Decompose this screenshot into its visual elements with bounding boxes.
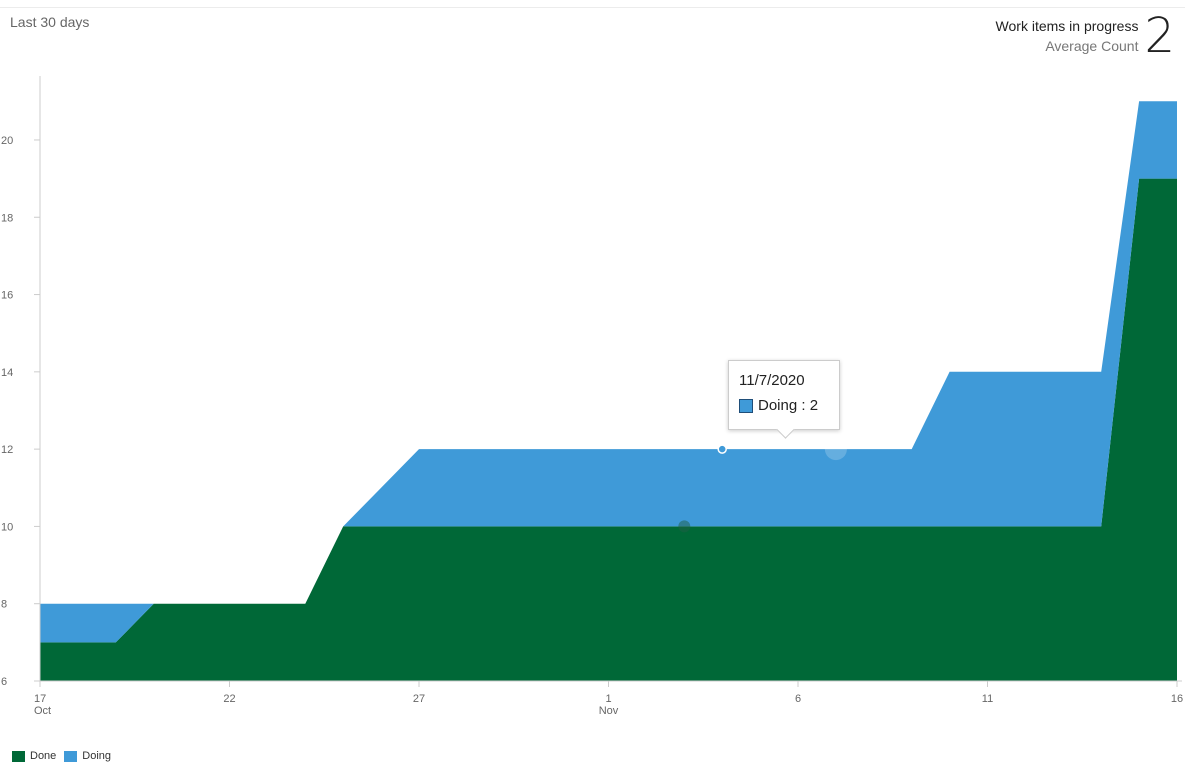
y-tick-label: 8	[1, 599, 7, 611]
legend-item-done[interactable]: Done	[12, 750, 56, 762]
series-area-doing	[40, 101, 1177, 643]
y-tick-label: 20	[1, 135, 13, 147]
legend-swatch-icon	[12, 750, 25, 762]
series-area-done	[40, 178, 1177, 681]
kpi-labels: Work items in progress Average Count	[996, 8, 1139, 56]
top-divider	[0, 7, 1185, 8]
x-tick-label: 22	[223, 693, 235, 705]
y-tick-label: 10	[1, 521, 13, 533]
kpi-summary: Work items in progress Average Count 2	[996, 8, 1175, 64]
legend-label: Doing	[82, 750, 112, 762]
x-tick-sublabel: Oct	[34, 705, 51, 717]
y-tick-label: 18	[1, 212, 13, 224]
x-tick-label: 1	[605, 693, 611, 705]
x-tick-label: 27	[413, 693, 425, 705]
hover-point-done	[678, 520, 691, 533]
y-tick-label: 16	[1, 290, 13, 302]
tooltip-series: Doing	[758, 397, 798, 414]
y-tick-label: 14	[1, 367, 13, 379]
tooltip-row: Doing : 2	[739, 395, 839, 417]
legend-item-doing[interactable]: Doing	[64, 750, 111, 762]
y-tick-label: 6	[1, 676, 7, 688]
legend-label: Done	[30, 750, 57, 762]
tooltip-separator: :	[797, 397, 810, 414]
y-tick-label: 12	[1, 444, 13, 456]
tooltip-date: 11/7/2020	[739, 372, 805, 389]
chart-legend: Done Doing	[12, 750, 119, 762]
x-tick-label: 11	[982, 693, 993, 705]
time-period-label: Last 30 days	[10, 14, 90, 30]
legend-swatch-icon	[64, 750, 78, 762]
tooltip-value: 2	[809, 397, 819, 414]
tooltip-swatch-icon	[739, 399, 753, 413]
chart-tooltip: 11/7/2020 Doing : 2	[728, 360, 840, 430]
kpi-value: 2	[1144, 8, 1175, 64]
hover-halo	[824, 438, 847, 461]
hover-point-doing	[717, 444, 727, 454]
kpi-title: Work items in progress	[995, 18, 1139, 34]
x-tick-label: 16	[1171, 693, 1183, 705]
x-tick-sublabel: Nov	[599, 705, 619, 717]
x-tick-label: 17	[34, 693, 46, 705]
x-tick-label: 6	[795, 693, 801, 705]
kpi-subtitle: Average Count	[1045, 38, 1139, 54]
